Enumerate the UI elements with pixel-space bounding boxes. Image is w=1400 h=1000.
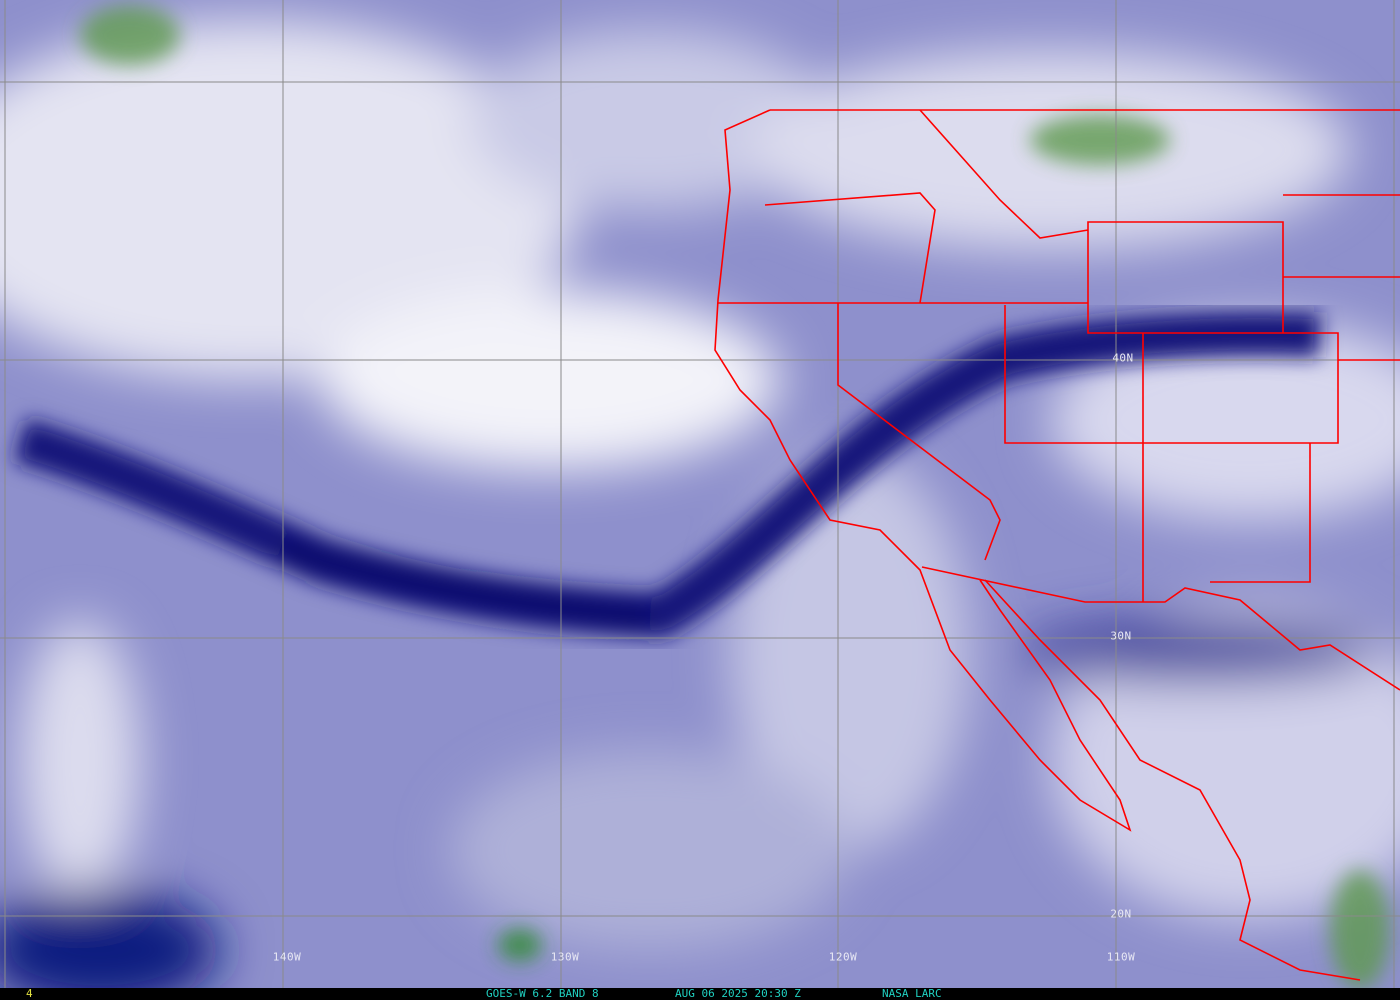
footer-bar: 4 GOES-W 6.2 BAND 8 AUG 06 2025 20:30 Z … [0, 988, 1400, 1000]
credit-label: NASA LARC [882, 987, 942, 1000]
lat-label-20n: 20N [1110, 907, 1132, 921]
lon-label-140w: 140W [272, 950, 302, 964]
lat-label-40n: 40N [1112, 351, 1134, 365]
lon-label-130w: 130W [550, 950, 580, 964]
lat-label-30n: 30N [1110, 629, 1132, 643]
border-washington-oregon [764, 192, 936, 304]
datetime-label: AUG 06 2025 20:30 Z [675, 987, 801, 1000]
political-boundaries [714, 109, 1400, 981]
state-borders [919, 109, 1400, 602]
frame-number: 4 [26, 987, 33, 1000]
border-california-nevada [837, 303, 1001, 561]
lon-label-110w: 110W [1106, 950, 1136, 964]
border-us-mexico [921, 566, 1400, 691]
mainland-coast [984, 579, 1361, 981]
lon-label-120w: 120W [828, 950, 858, 964]
satellite-band-label: GOES-W 6.2 BAND 8 [486, 987, 599, 1000]
coastline [714, 109, 1132, 832]
